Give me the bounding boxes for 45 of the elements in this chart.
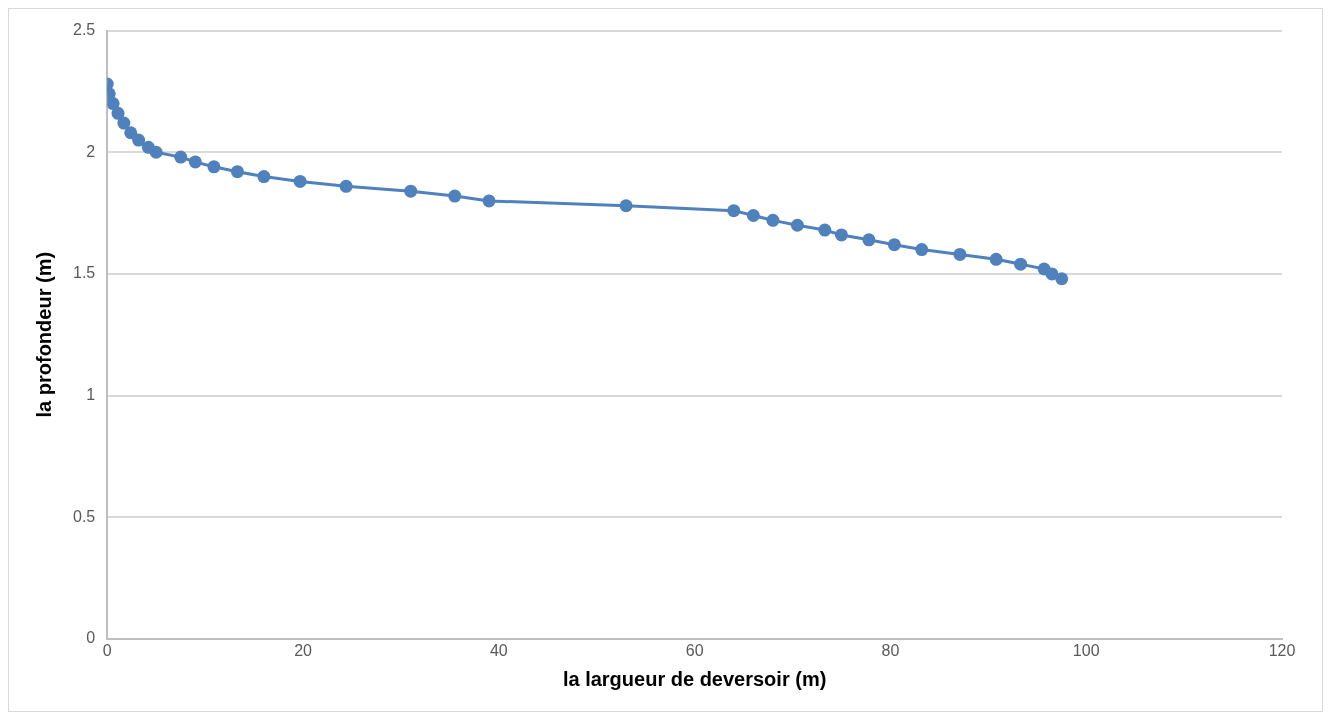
x-tick-label: 20 bbox=[294, 641, 313, 659]
point bbox=[207, 160, 221, 174]
point bbox=[482, 194, 496, 208]
x-axis-title: la largueur de deversoir (m) bbox=[562, 667, 827, 690]
point bbox=[132, 133, 146, 147]
x-tick-label: 100 bbox=[1072, 641, 1100, 659]
point bbox=[619, 199, 633, 213]
point bbox=[727, 204, 741, 218]
x-tick-label: 60 bbox=[685, 641, 704, 659]
y-tick-label: 2.5 bbox=[72, 21, 96, 39]
point bbox=[989, 252, 1003, 266]
point bbox=[174, 150, 188, 164]
point bbox=[746, 208, 760, 222]
point bbox=[404, 184, 418, 198]
point bbox=[766, 213, 780, 227]
y-tick-label: 2 bbox=[86, 142, 96, 160]
x-tick-label: 80 bbox=[881, 641, 900, 659]
x-tick-label: 0 bbox=[102, 641, 112, 659]
point bbox=[915, 243, 929, 257]
point bbox=[293, 174, 307, 188]
y-tick-label: 0.5 bbox=[72, 507, 96, 525]
point bbox=[862, 233, 876, 247]
point bbox=[111, 106, 125, 120]
point bbox=[448, 189, 462, 203]
point bbox=[257, 170, 271, 184]
x-tick-label: 40 bbox=[489, 641, 508, 659]
y-tick-label: 1 bbox=[86, 385, 96, 403]
point bbox=[149, 145, 163, 159]
point bbox=[188, 155, 202, 169]
point bbox=[790, 218, 804, 232]
point bbox=[1014, 257, 1028, 271]
point bbox=[1055, 272, 1069, 286]
point bbox=[834, 228, 848, 242]
point bbox=[230, 165, 244, 179]
y-tick-label: 1.5 bbox=[72, 264, 96, 282]
point bbox=[117, 116, 131, 130]
x-tick-label: 120 bbox=[1268, 641, 1296, 659]
y-tick-label: 0 bbox=[86, 629, 96, 647]
point bbox=[124, 126, 138, 140]
point bbox=[953, 247, 967, 261]
point bbox=[887, 238, 901, 252]
point bbox=[339, 179, 353, 193]
point bbox=[818, 223, 832, 237]
point bbox=[107, 97, 120, 111]
y-axis-title: la profondeur (m) bbox=[32, 251, 55, 418]
